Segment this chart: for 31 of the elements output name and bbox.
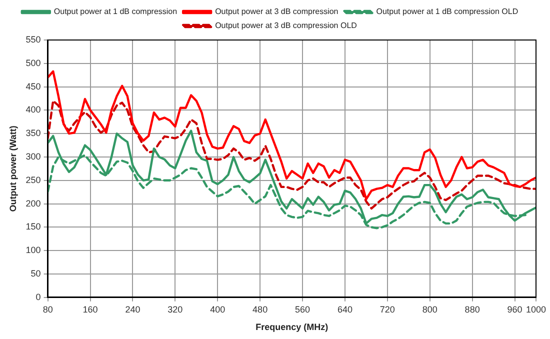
y-tick-label: 150 (26, 222, 41, 232)
x-tick-label: 640 (337, 304, 352, 314)
y-tick-label: 550 (26, 34, 41, 44)
legend-label: Output power at 3 dB compression OLD (215, 21, 358, 30)
x-axis-title: Frequency (MHz) (256, 322, 328, 332)
x-tick-label: 880 (464, 304, 480, 314)
y-axis-title: Output power (Watt) (8, 126, 18, 212)
x-tick-label: 160 (82, 304, 98, 314)
x-tick-label: 400 (210, 304, 226, 314)
x-tick-label: 80 (42, 304, 53, 314)
legend-label: Output power at 1 dB compression OLD (376, 7, 518, 16)
legend-label: Output power at 1 dB compression (54, 7, 178, 16)
x-tick-label: 960 (507, 304, 522, 314)
y-tick-label: 350 (26, 128, 41, 138)
y-tick-label: 450 (26, 81, 41, 92)
y-tick-label: 200 (26, 198, 41, 208)
y-tick-label: 50 (30, 268, 41, 278)
x-tick-label: 720 (380, 304, 395, 314)
y-tick-label: 0 (36, 292, 41, 302)
x-tick-label: 320 (168, 304, 183, 314)
y-tick-label: 500 (26, 58, 41, 68)
y-tick-label: 400 (26, 104, 41, 115)
x-tick-label: 800 (422, 304, 438, 314)
legend-label: Output power at 3 dB compression (215, 7, 338, 16)
x-tick-label: 240 (125, 304, 140, 314)
y-tick-label: 300 (26, 151, 41, 162)
x-tick-label: 1000 (526, 304, 546, 314)
x-tick-label: 560 (295, 304, 310, 314)
y-tick-label: 250 (26, 174, 41, 185)
x-tick-label: 480 (252, 304, 268, 314)
y-tick-label: 100 (26, 245, 41, 256)
